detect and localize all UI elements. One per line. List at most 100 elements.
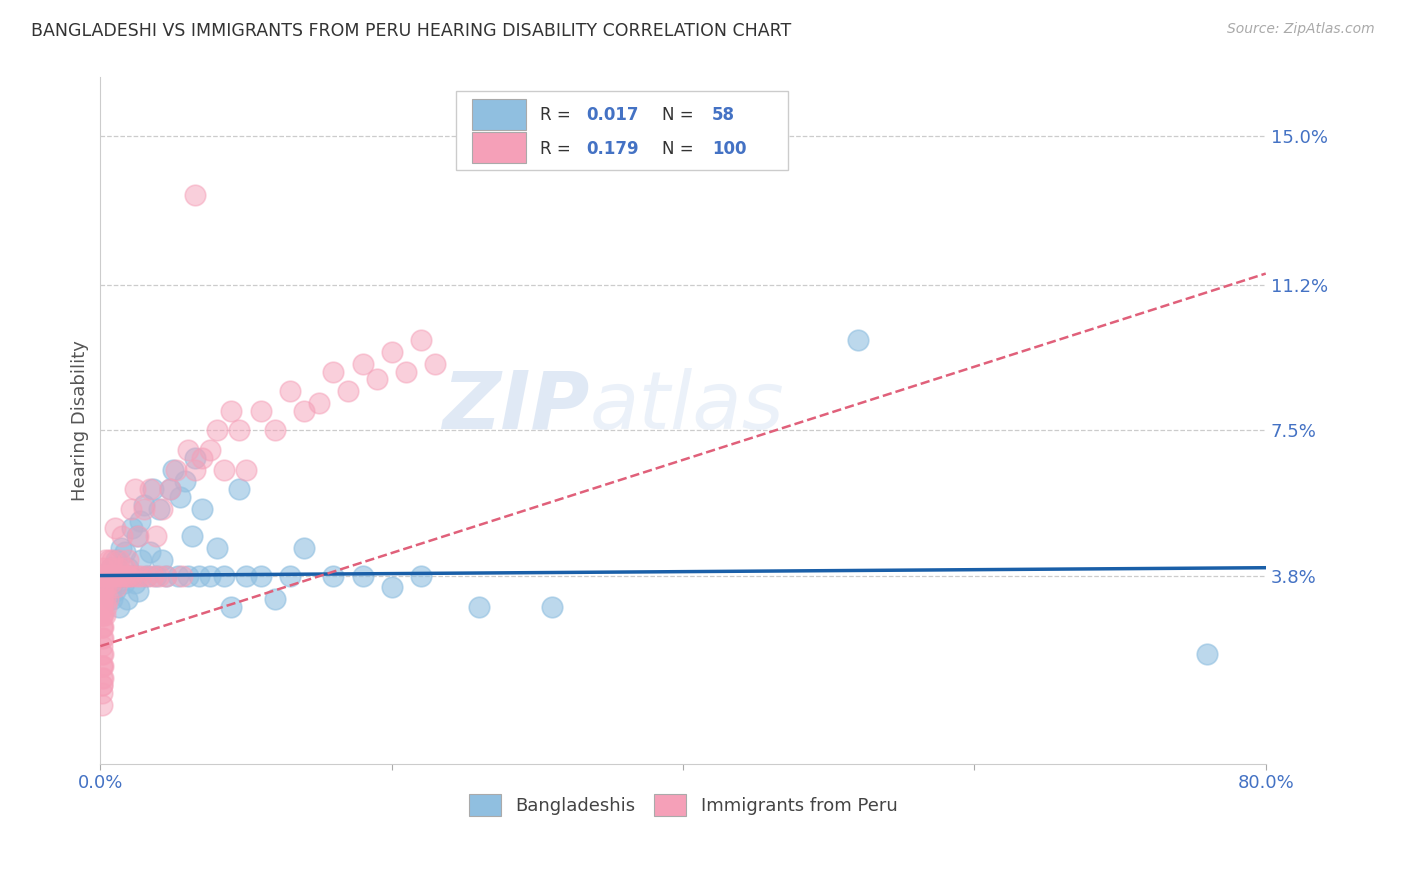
Point <box>121 568 143 582</box>
Point <box>91 632 114 646</box>
Point <box>120 501 142 516</box>
Point <box>97 568 120 582</box>
Text: R =: R = <box>540 140 575 158</box>
Point <box>91 671 114 685</box>
Text: Source: ZipAtlas.com: Source: ZipAtlas.com <box>1227 22 1375 37</box>
Point <box>115 592 138 607</box>
Point <box>139 483 162 497</box>
Point <box>93 607 115 622</box>
Point <box>188 568 211 582</box>
FancyBboxPatch shape <box>472 132 526 163</box>
Point <box>101 568 124 582</box>
Point <box>127 584 149 599</box>
Point <box>366 372 388 386</box>
Point <box>381 580 404 594</box>
Point <box>91 658 114 673</box>
FancyBboxPatch shape <box>456 91 787 170</box>
Point <box>91 647 114 661</box>
Point <box>173 475 195 489</box>
Point <box>1197 647 1219 661</box>
Point <box>90 639 112 653</box>
Point <box>142 483 165 497</box>
Point <box>128 514 150 528</box>
Point <box>278 568 301 582</box>
Point <box>127 529 149 543</box>
Point <box>112 576 135 591</box>
Point <box>98 553 121 567</box>
Point <box>91 560 114 574</box>
Point <box>118 568 141 582</box>
Point <box>100 560 122 574</box>
Point <box>132 501 155 516</box>
Point <box>90 599 112 614</box>
Point <box>184 188 207 202</box>
Y-axis label: Hearing Disability: Hearing Disability <box>72 340 89 501</box>
Point <box>264 592 287 607</box>
Point <box>90 632 112 646</box>
Point <box>249 568 271 582</box>
Point <box>129 568 152 582</box>
Point <box>112 568 135 582</box>
Point <box>235 463 257 477</box>
Point <box>264 424 287 438</box>
Point <box>97 568 120 582</box>
Point <box>166 568 188 582</box>
Text: 0.017: 0.017 <box>586 105 638 123</box>
Point <box>165 463 187 477</box>
Point <box>90 678 112 692</box>
Point <box>111 568 134 582</box>
Point <box>90 580 112 594</box>
Point <box>198 568 221 582</box>
Point <box>235 568 257 582</box>
Text: N =: N = <box>662 140 699 158</box>
Point <box>105 553 128 567</box>
Point <box>110 541 132 555</box>
Point <box>136 568 159 582</box>
Point <box>159 483 181 497</box>
Point <box>124 483 146 497</box>
Point <box>148 568 170 582</box>
Point <box>136 568 159 582</box>
Point <box>103 576 125 591</box>
Point <box>98 568 121 582</box>
Point <box>101 553 124 567</box>
Point <box>191 450 214 465</box>
Point <box>91 580 114 594</box>
Point <box>292 541 315 555</box>
Point <box>184 450 207 465</box>
Point <box>150 501 173 516</box>
Point <box>125 529 148 543</box>
Point <box>150 553 173 567</box>
Point <box>107 568 129 582</box>
Point <box>145 568 167 582</box>
Point <box>90 619 112 633</box>
Point <box>90 678 112 692</box>
Point <box>96 568 118 582</box>
Point <box>846 333 869 347</box>
Point <box>155 568 177 582</box>
Point <box>170 568 193 582</box>
Point <box>425 357 447 371</box>
Point <box>104 521 127 535</box>
Text: R =: R = <box>540 105 575 123</box>
Point <box>129 553 152 567</box>
Point <box>93 568 115 582</box>
Point <box>177 443 200 458</box>
Point <box>191 501 214 516</box>
Point <box>93 592 115 607</box>
Point <box>103 568 125 582</box>
Text: 100: 100 <box>713 140 747 158</box>
Point <box>101 592 124 607</box>
Point <box>395 365 418 379</box>
Point <box>111 529 134 543</box>
Text: ZIP: ZIP <box>443 368 589 446</box>
Point <box>118 568 141 582</box>
Point <box>409 568 432 582</box>
Point <box>114 545 136 559</box>
Point <box>90 619 112 633</box>
Point <box>409 333 432 347</box>
Point <box>198 443 221 458</box>
Point <box>292 404 315 418</box>
Point <box>96 580 118 594</box>
Text: BANGLADESHI VS IMMIGRANTS FROM PERU HEARING DISABILITY CORRELATION CHART: BANGLADESHI VS IMMIGRANTS FROM PERU HEAR… <box>31 22 792 40</box>
